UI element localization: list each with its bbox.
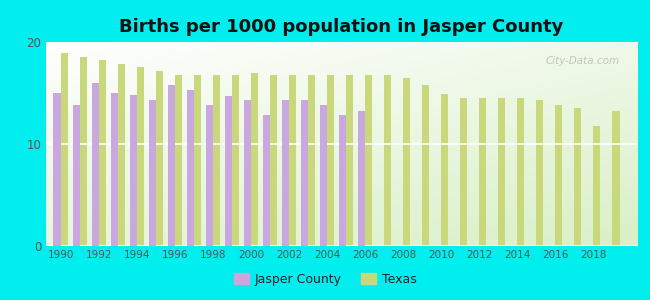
Bar: [129, 95, 136, 246]
Legend: Jasper County, Texas: Jasper County, Texas: [229, 268, 421, 291]
Bar: [536, 100, 543, 246]
Bar: [175, 75, 182, 246]
Bar: [60, 53, 68, 246]
Bar: [320, 105, 327, 246]
Bar: [612, 111, 619, 246]
Bar: [263, 116, 270, 246]
Bar: [251, 73, 258, 246]
Bar: [339, 116, 346, 246]
Bar: [136, 68, 144, 246]
Bar: [460, 98, 467, 246]
Text: City-Data.com: City-Data.com: [545, 56, 619, 66]
Bar: [346, 75, 353, 246]
Bar: [205, 105, 213, 246]
Bar: [593, 126, 601, 246]
Title: Births per 1000 population in Jasper County: Births per 1000 population in Jasper Cou…: [119, 18, 564, 36]
Bar: [232, 75, 239, 246]
Bar: [555, 105, 562, 246]
Bar: [289, 75, 296, 246]
Bar: [301, 100, 308, 246]
Bar: [365, 75, 372, 246]
Bar: [213, 75, 220, 246]
Bar: [194, 75, 201, 246]
Bar: [225, 96, 232, 246]
Bar: [118, 64, 125, 246]
Bar: [53, 93, 60, 246]
Bar: [80, 57, 87, 246]
Bar: [384, 75, 391, 246]
Bar: [92, 83, 99, 246]
Bar: [327, 75, 334, 246]
Bar: [441, 94, 448, 246]
Bar: [168, 85, 175, 246]
Bar: [358, 111, 365, 246]
Bar: [244, 100, 251, 246]
Bar: [498, 98, 506, 246]
Bar: [403, 78, 410, 246]
Bar: [270, 75, 277, 246]
Bar: [281, 100, 289, 246]
Bar: [479, 98, 486, 246]
Bar: [73, 105, 80, 246]
Bar: [422, 85, 429, 246]
Bar: [111, 93, 118, 246]
Bar: [156, 70, 163, 246]
Bar: [99, 60, 106, 246]
Bar: [574, 108, 582, 246]
Bar: [517, 98, 525, 246]
Bar: [308, 75, 315, 246]
Bar: [149, 100, 156, 246]
Bar: [187, 90, 194, 246]
